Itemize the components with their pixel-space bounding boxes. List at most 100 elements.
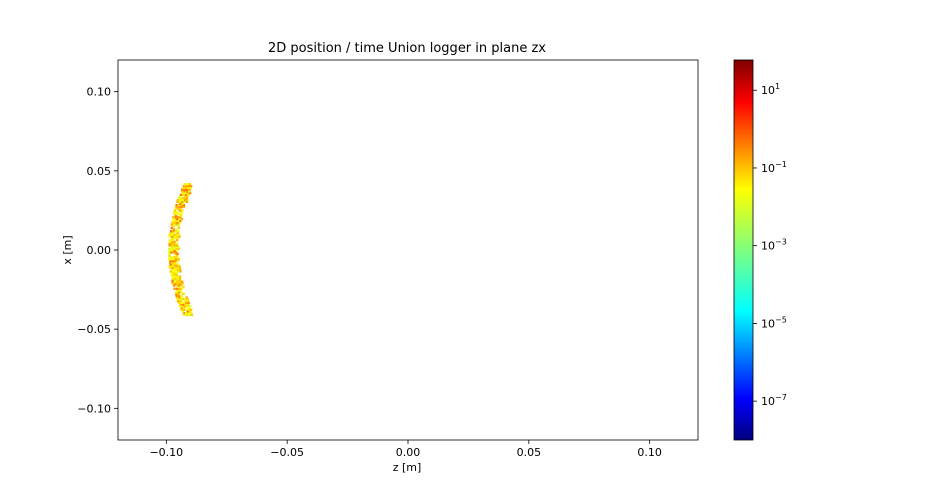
heatmap-cell xyxy=(186,305,189,308)
heatmap-cell xyxy=(170,240,174,243)
heatmap-cell xyxy=(171,256,174,259)
heatmap-cell xyxy=(173,268,177,271)
heatmap-cell xyxy=(178,305,182,308)
heatmap-cell xyxy=(172,247,176,250)
x-tick-label: −0.05 xyxy=(270,446,304,459)
heatmap-cell xyxy=(182,311,186,315)
heatmap-cell xyxy=(181,305,184,308)
heatmap-cell xyxy=(178,195,182,198)
heatmap-cell xyxy=(178,275,182,278)
heatmap-cell xyxy=(176,263,180,266)
heatmap-cell xyxy=(174,216,177,219)
heatmap-cell xyxy=(186,310,189,313)
heatmap-cell xyxy=(169,259,172,263)
heatmap-cell xyxy=(174,259,177,263)
heatmap-cell xyxy=(178,278,182,282)
heatmap-cell xyxy=(182,205,186,209)
heatmap-cell xyxy=(188,183,192,186)
heatmap-cell xyxy=(187,184,190,188)
heatmap-cell xyxy=(169,261,172,264)
colorbar-tick-label: 10−3 xyxy=(761,238,787,253)
heatmap-cell xyxy=(175,254,178,257)
heatmap-cell xyxy=(189,186,192,189)
heatmap-cell xyxy=(171,278,174,282)
x-tick-label: 0.05 xyxy=(517,446,542,459)
heatmap-cell xyxy=(178,197,181,200)
heatmap-cell xyxy=(173,209,177,212)
heatmap-cell xyxy=(175,238,179,242)
heatmap-cell xyxy=(171,238,174,242)
heatmap-cell xyxy=(176,219,180,223)
heatmap-cell xyxy=(178,280,181,284)
heatmap-cell xyxy=(184,303,187,306)
heatmap-cell xyxy=(187,308,190,311)
heatmap-cell xyxy=(174,270,177,273)
heatmap-cell xyxy=(175,242,179,245)
heatmap-cell xyxy=(175,296,179,299)
heatmap-cell xyxy=(181,282,184,285)
y-tick-label: −0.10 xyxy=(77,402,111,415)
heatmap-cell xyxy=(176,256,179,259)
heatmap-cell xyxy=(186,183,189,186)
heatmap-cell xyxy=(175,292,178,296)
heatmap-cell xyxy=(184,193,188,196)
heatmap-cell xyxy=(177,203,181,207)
heatmap-cell xyxy=(169,263,172,266)
heatmap-cell xyxy=(173,240,176,243)
heatmap-cell xyxy=(186,298,189,301)
heatmap-cell xyxy=(185,188,189,191)
heatmap-cell xyxy=(173,256,177,259)
heatmap-cell xyxy=(183,197,186,200)
heatmap-cell xyxy=(187,193,190,196)
heatmap-cell xyxy=(178,287,181,290)
y-tick-label: 0.00 xyxy=(87,244,112,257)
heatmap-cell xyxy=(180,308,183,311)
heatmap-cell xyxy=(181,191,184,195)
heatmap-cell xyxy=(179,198,182,202)
heatmap-cell xyxy=(173,221,177,224)
heatmap-cell xyxy=(185,200,189,203)
heatmap-cell xyxy=(172,245,175,249)
heatmap-cell xyxy=(167,251,171,254)
heatmap-cell xyxy=(188,313,191,317)
y-tick-label: −0.05 xyxy=(77,323,111,336)
heatmap-cell xyxy=(189,311,193,315)
heatmap-cell xyxy=(178,209,181,212)
heatmap-cell xyxy=(168,247,171,250)
heatmap-cell xyxy=(175,210,179,214)
y-tick-label: 0.05 xyxy=(87,165,112,178)
heatmap-cell xyxy=(186,299,189,303)
heatmap-cell xyxy=(186,198,189,202)
heatmap-cell xyxy=(176,266,179,270)
heatmap-cell xyxy=(175,271,178,275)
x-tick-label: 0.00 xyxy=(396,446,421,459)
heatmap-cell xyxy=(185,190,189,193)
heatmap-cell xyxy=(176,237,179,240)
heatmap-cell xyxy=(171,263,175,266)
heatmap-cell xyxy=(188,305,192,308)
heatmap-cell xyxy=(170,233,174,236)
heatmap-cell xyxy=(189,308,193,311)
heatmap-cell xyxy=(171,216,175,219)
heatmap-cell xyxy=(183,305,187,308)
heatmap-cell xyxy=(175,223,178,226)
heatmap-cell xyxy=(170,271,174,275)
heatmap-cell xyxy=(171,270,175,273)
heatmap-cell xyxy=(188,190,191,193)
heatmap-cell xyxy=(168,266,172,270)
heatmap-cell xyxy=(182,184,186,188)
heatmap-cell xyxy=(176,268,179,271)
heatmap-cell xyxy=(175,294,178,297)
heatmap-cell xyxy=(180,197,184,200)
heatmap-cell xyxy=(185,296,188,299)
heatmap-cell xyxy=(175,235,179,238)
heatmap-cell xyxy=(184,198,187,202)
heatmap-cell xyxy=(185,195,189,198)
heatmap-cell xyxy=(182,306,186,310)
heatmap-cell xyxy=(171,280,174,284)
heatmap-cell xyxy=(188,191,192,195)
plot-area xyxy=(117,59,699,441)
heatmap-cell xyxy=(177,292,180,296)
heatmap-cell xyxy=(180,217,184,221)
